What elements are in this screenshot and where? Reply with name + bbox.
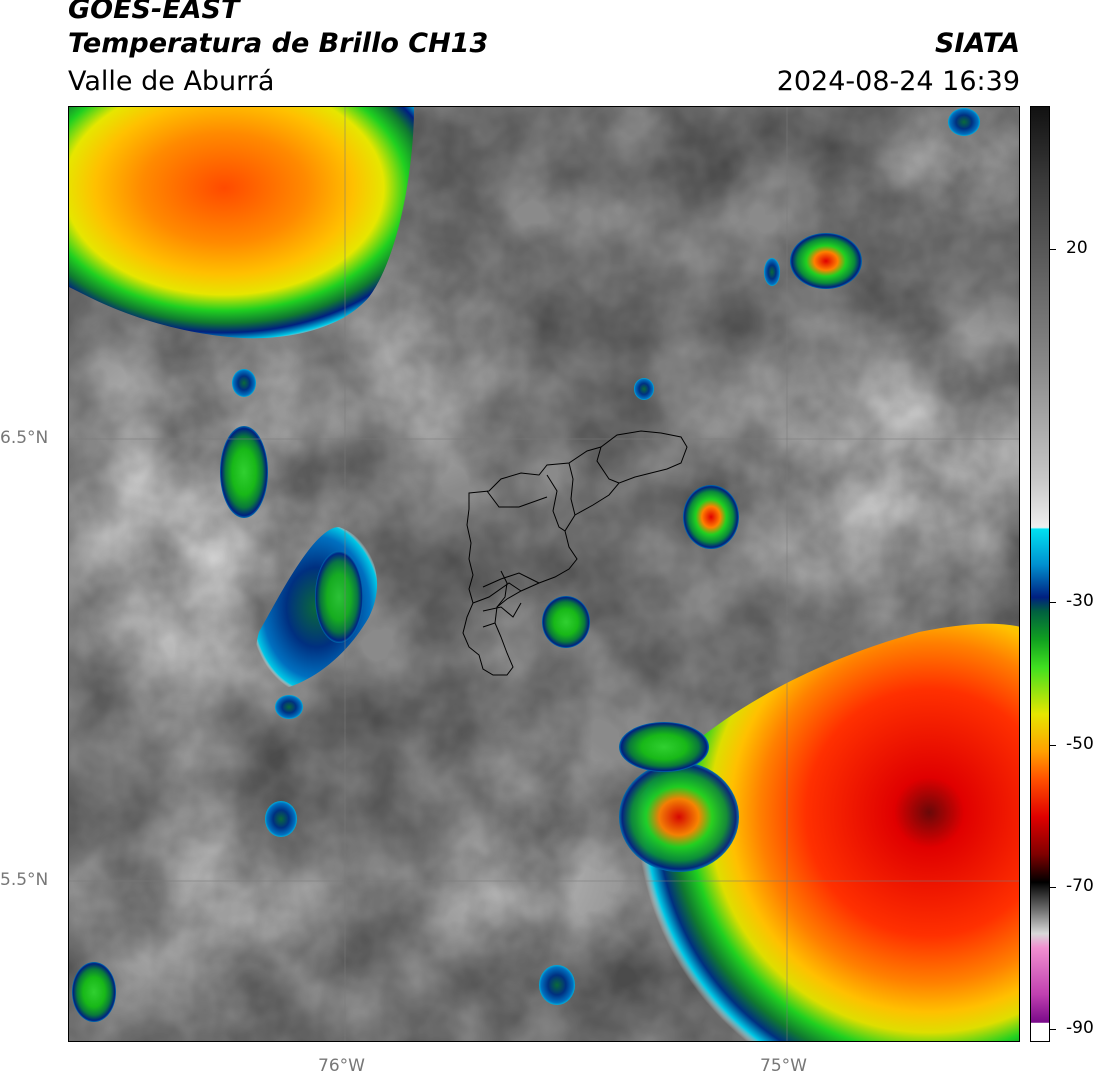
colorbar-tick-minus90: -90: [1066, 1018, 1094, 1038]
lon-label-75: 75°W: [760, 1056, 807, 1076]
satellite-map[interactable]: [68, 106, 1020, 1042]
colorbar-tick-20: 20: [1066, 238, 1088, 258]
valle-aburra-boundary: [462, 430, 688, 676]
title-line2: Temperatura de Brillo CH13: [68, 28, 489, 59]
colorbar-gradient: [1031, 107, 1049, 1041]
lon-label-76: 76°W: [318, 1056, 365, 1076]
lat-label-5-5: 5.5°N: [0, 870, 49, 890]
satellite-image: [69, 107, 1019, 1041]
datetime-label: 2024-08-24 16:39: [776, 66, 1020, 97]
lat-label-6-5: 6.5°N: [0, 428, 49, 448]
colorbar-tickmark: [1050, 249, 1056, 250]
colorbar-tickmark: [1050, 887, 1056, 888]
colorbar-tick-minus50: -50: [1066, 734, 1094, 754]
colorbar-tick-minus70: -70: [1066, 876, 1094, 896]
title-line1: GOES-EAST: [68, 0, 240, 25]
colorbar-tickmark: [1050, 1029, 1056, 1030]
colorbar-tickmark: [1050, 602, 1056, 603]
organization-label: SIATA: [934, 28, 1020, 59]
colorbar-tick-minus30: -30: [1066, 591, 1094, 611]
colorbar: [1030, 106, 1050, 1042]
subtitle-region: Valle de Aburrá: [68, 66, 275, 97]
colorbar-tickmark: [1050, 745, 1056, 746]
